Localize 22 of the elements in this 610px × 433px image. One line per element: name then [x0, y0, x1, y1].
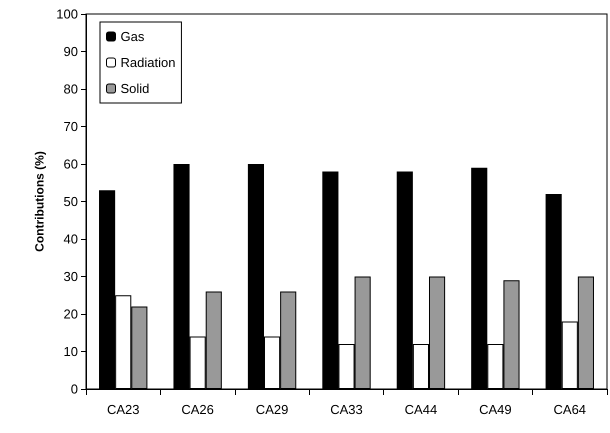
- y-tick-label: 10: [64, 344, 78, 359]
- y-tick-label: 90: [64, 44, 78, 59]
- x-tick-label: CA49: [479, 402, 512, 417]
- legend-label: Radiation: [120, 55, 176, 70]
- y-axis-title: Contributions (%): [32, 151, 46, 252]
- x-tick-label: CA23: [106, 402, 140, 417]
- y-tick-label: 70: [64, 119, 78, 134]
- legend-label: Gas: [120, 29, 145, 44]
- x-tick-label: CA33: [330, 402, 363, 417]
- y-tick-label: 0: [70, 382, 78, 396]
- y-tick-label: 40: [64, 232, 78, 246]
- y-tick-label: 80: [64, 82, 78, 96]
- y-tick-label: 30: [64, 269, 78, 284]
- y-tick-label: 100: [56, 6, 78, 22]
- y-tick-label: 60: [64, 156, 78, 172]
- legend-label: Solid: [120, 81, 150, 96]
- y-tick-label: 20: [64, 306, 78, 322]
- x-tick-label: CA44: [404, 402, 438, 417]
- x-tick-label: CA64: [554, 402, 586, 417]
- x-tick-label: CA26: [181, 402, 214, 417]
- x-tick-label: CA29: [256, 402, 288, 417]
- y-tick-label: 50: [64, 194, 78, 209]
